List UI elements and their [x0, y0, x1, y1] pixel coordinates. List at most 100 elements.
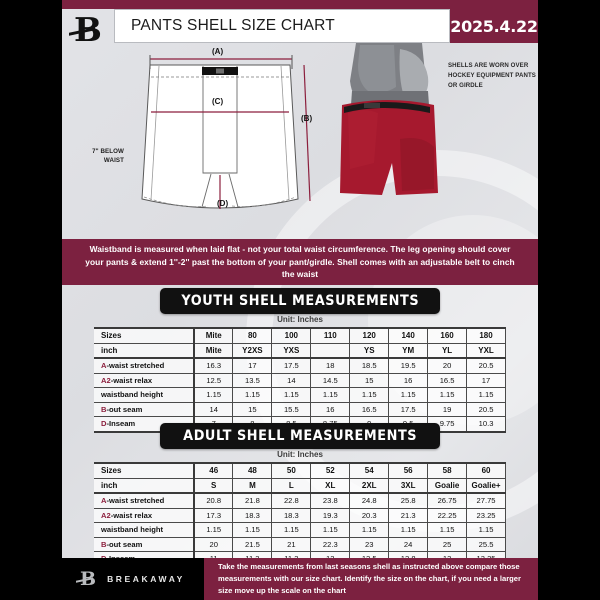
table-cell: 1.15 — [271, 522, 312, 538]
page-title: PANTS SHELL SIZE CHART — [114, 9, 450, 43]
table-cell: 60 — [466, 462, 506, 479]
brand-logo-icon: B — [62, 9, 114, 49]
table-cell: 1.15 — [193, 387, 234, 403]
footer-brand-name: BREAKAWAY — [107, 574, 185, 584]
table-cell: 120 — [349, 327, 390, 344]
table-cell: 1.15 — [466, 522, 506, 538]
table-cell: 20.3 — [349, 507, 390, 523]
table-cell: 23.25 — [466, 507, 506, 523]
table-row: A2-waist relax 12.5 13.5 14 14.5 15 16 16.5 17 — [94, 372, 506, 388]
row-key: A — [101, 496, 107, 506]
measurement-note-band: Waistband is measured when laid flat - n… — [62, 239, 538, 285]
dimension-label-c: (C) — [212, 97, 224, 106]
youth-unit-label: Unit: Inches — [277, 315, 323, 324]
table-cell: 18.3 — [271, 507, 312, 523]
table-cell: 1.15 — [427, 387, 468, 403]
logo-letter: B — [74, 9, 102, 49]
table-row: inch Mite Y2XS YXS YS YM YL YXL — [94, 342, 506, 359]
table-row: waistband height 1.15 1.15 1.15 1.15 1.15 1.15… — [94, 387, 506, 403]
page-title-text: PANTS SHELL SIZE CHART — [131, 17, 335, 34]
row-label: B-out seam — [94, 401, 195, 417]
table-cell: 12.5 — [193, 372, 234, 388]
table-cell: 16 — [388, 372, 429, 388]
table-cell: 19.5 — [388, 357, 429, 374]
row-label: A2-waist relax — [94, 507, 195, 523]
table-cell: 13.5 — [232, 372, 273, 388]
table-cell: 15 — [232, 401, 273, 417]
table-cell: 56 — [388, 462, 429, 479]
table-cell: 80 — [232, 327, 273, 344]
table-cell: 1.15 — [232, 522, 273, 538]
table-row: B-out seam 20 21.5 21 22.3 23 24 25 25.5 — [94, 536, 506, 552]
table-cell: 15.5 — [271, 401, 312, 417]
table-cell: Mite — [193, 342, 234, 359]
row-label: A2-waist relax — [94, 372, 195, 388]
technical-drawing: (A) (C) (B) (D) — [120, 47, 320, 219]
table-cell: 21 — [271, 536, 312, 552]
youth-banner-label: YOUTH SHELL MEASUREMENTS — [181, 293, 419, 309]
table-cell: 17 — [466, 372, 506, 388]
table-row: inch S M L XL 2XL 3XL Goalie Goalie+ — [94, 477, 506, 494]
table-cell: 1.15 — [388, 522, 429, 538]
footer-instructions-text: Take the measurements from last seasons … — [218, 562, 521, 595]
table-cell: Mite — [193, 327, 234, 344]
table-cell: 16.3 — [193, 357, 234, 374]
table-cell: YL — [427, 342, 468, 359]
table-cell: 180 — [466, 327, 506, 344]
table-cell: 14.5 — [310, 372, 351, 388]
table-cell: 58 — [427, 462, 468, 479]
table-cell: 160 — [427, 327, 468, 344]
table-cell: XL — [310, 477, 351, 494]
table-cell: 54 — [349, 462, 390, 479]
table-cell: 1.15 — [271, 387, 312, 403]
adult-measurements-table: Sizes 46 48 50 52 54 56 58 60 inch S M L XL 2XL 3XL Goal… — [94, 462, 506, 568]
table-cell: 19.3 — [310, 507, 351, 523]
table-cell: 1.15 — [466, 387, 506, 403]
table-cell: 16 — [310, 401, 351, 417]
table-cell: 48 — [232, 462, 273, 479]
footer-brand: B BREAKAWAY — [62, 558, 204, 600]
header: B PANTS SHELL SIZE CHART 2025.4.22 — [62, 9, 538, 49]
table-cell: 26.75 — [427, 492, 468, 509]
table-cell: 20 — [193, 536, 234, 552]
table-cell: 14 — [271, 372, 312, 388]
table-row: B-out seam 14 15 15.5 16 16.5 17.5 19 20.5 — [94, 401, 506, 417]
table-cell: S — [193, 477, 234, 494]
adult-unit-label: Unit: Inches — [277, 450, 323, 459]
table-cell: 18 — [310, 357, 351, 374]
row-label: Sizes — [94, 462, 195, 479]
table-cell: 20.8 — [193, 492, 234, 509]
row-label: A-waist stretched — [94, 357, 195, 374]
table-cell: 18.3 — [232, 507, 273, 523]
adult-banner-label: ADULT SHELL MEASUREMENTS — [183, 428, 417, 444]
table-cell: 140 — [388, 327, 429, 344]
table-cell: 27.75 — [466, 492, 506, 509]
diagram-area: 7" BELOW WAIST — [62, 43, 538, 233]
table-cell: 21.5 — [232, 536, 273, 552]
row-key: A2 — [101, 375, 111, 385]
table-cell: 1.15 — [388, 387, 429, 403]
table-cell: 19 — [427, 401, 468, 417]
table-cell: M — [232, 477, 273, 494]
table-cell: YXS — [271, 342, 312, 359]
dimension-label-b: (B) — [301, 114, 313, 123]
footer-logo-icon: B — [80, 567, 97, 590]
table-cell: 50 — [271, 462, 312, 479]
table-cell: Goalie+ — [466, 477, 506, 494]
table-cell: 16.5 — [427, 372, 468, 388]
table-cell: 18.5 — [349, 357, 390, 374]
table-cell: 17.5 — [271, 357, 312, 374]
table-row: Sizes 46 48 50 52 54 56 58 60 — [94, 462, 506, 479]
table-cell: YXL — [466, 342, 506, 359]
table-cell: 52 — [310, 462, 351, 479]
row-label: A-waist stretched — [94, 492, 195, 509]
row-key: A — [101, 361, 107, 371]
row-key: A2 — [101, 510, 111, 520]
table-cell: 1.15 — [349, 387, 390, 403]
table-row: A-waist stretched 16.3 17 17.5 18 18.5 19.5 20 2… — [94, 357, 506, 374]
table-row: A-waist stretched 20.8 21.8 22.8 23.8 24.8 25.… — [94, 492, 506, 509]
table-row: waistband height 1.15 1.15 1.15 1.15 1.15 1.15… — [94, 522, 506, 538]
adult-section-banner: ADULT SHELL MEASUREMENTS — [160, 423, 440, 449]
table-cell: 1.15 — [310, 522, 351, 538]
